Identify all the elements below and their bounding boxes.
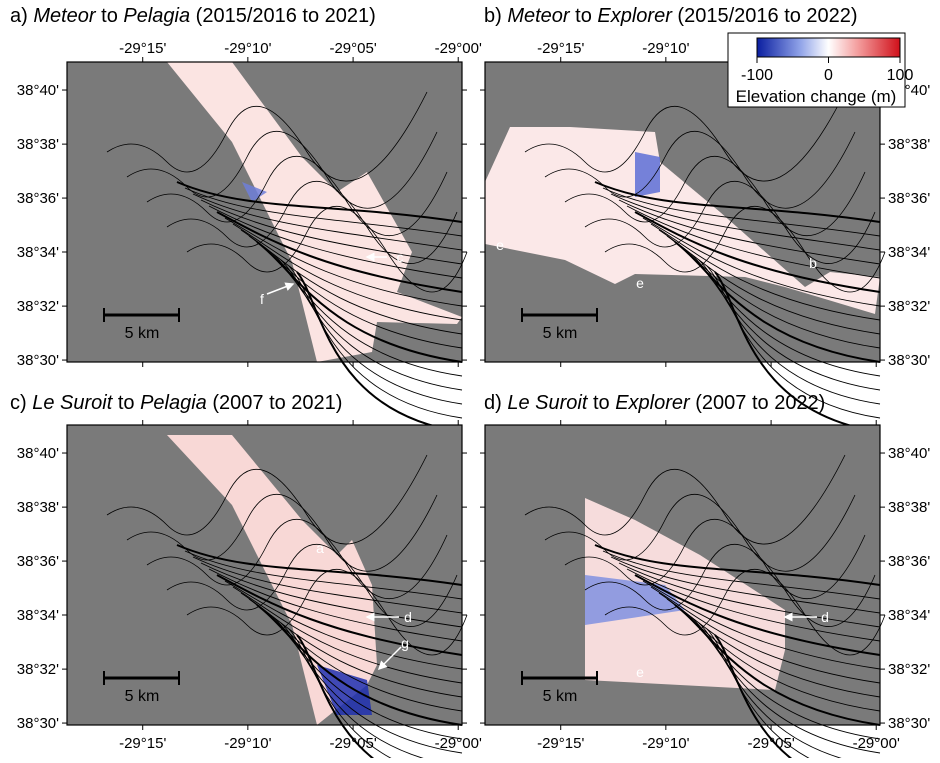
title-part: Le Suroit <box>32 392 113 414</box>
map-background <box>67 425 462 725</box>
change-patch <box>635 152 660 197</box>
lon-tick-label: -29°05' <box>329 735 376 752</box>
lon-tick-label: -29°15' <box>119 735 166 752</box>
scale-bar-label: 5 km <box>543 325 578 342</box>
title-part: (2007 to 2022) <box>690 392 826 414</box>
lat-tick-label: 38°32' <box>888 661 930 678</box>
title-part: to <box>112 392 140 414</box>
lat-tick-label: 38°40' <box>17 445 59 462</box>
scale-bar-label: 5 km <box>543 688 578 705</box>
lat-tick-label: 38°36' <box>888 553 930 570</box>
title-part: Le Suroit <box>507 392 588 414</box>
lat-tick-label: 38°32' <box>888 298 930 315</box>
lat-tick-label: 38°30' <box>888 352 930 369</box>
lon-tick-label: -29°00' <box>853 735 900 752</box>
title-part: Explorer <box>597 5 673 27</box>
lon-tick-label: -29°15' <box>537 735 584 752</box>
lon-tick-label: -29°00' <box>435 40 482 57</box>
lat-tick-label: 38°30' <box>888 715 930 732</box>
feature-label: d <box>404 609 412 625</box>
lat-tick-label: 38°38' <box>888 136 930 153</box>
feature-label: e <box>496 237 504 253</box>
colorbar: -100 0 100 Elevation change (m) <box>728 33 913 107</box>
title-part: to <box>587 392 615 414</box>
title-part: (2007 to 2021) <box>207 392 343 414</box>
feature-label: d <box>821 609 829 625</box>
title-part: to <box>570 5 598 27</box>
lat-tick-label: 38°38' <box>17 136 59 153</box>
panel-title: a) Meteor to Pelagia (2015/2016 to 2021) <box>10 5 376 27</box>
title-part: Meteor <box>33 5 97 27</box>
lon-tick-label: -29°05' <box>329 40 376 57</box>
lat-tick-label: 38°34' <box>17 244 59 261</box>
lat-tick-label: 38°40' <box>17 82 59 99</box>
colorbar-scale <box>757 38 900 57</box>
map-panel: 5 km a dg -29°15' -29°10' -29°05' -29°00' 38°30… <box>17 420 482 758</box>
lat-tick-label: 38°36' <box>17 553 59 570</box>
lon-tick-label: -29°00' <box>435 735 482 752</box>
colorbar-tick-label: -100 <box>741 67 773 84</box>
title-part: to <box>96 5 124 27</box>
lon-tick-label: -29°05' <box>747 735 794 752</box>
feature-label: f <box>260 291 264 307</box>
panel-title: b) Meteor to Explorer (2015/2016 to 2022… <box>484 5 858 27</box>
lat-tick-label: 38°38' <box>888 499 930 516</box>
feature-label: e <box>636 664 644 680</box>
title-part: Meteor <box>507 5 571 27</box>
scale-bar-label: 5 km <box>125 688 160 705</box>
lat-tick-label: 38°36' <box>17 190 59 207</box>
lon-tick-label: -29°10' <box>224 40 271 57</box>
panel-title: d) Le Suroit to Explorer (2007 to 2022) <box>484 392 825 414</box>
colorbar-label: Elevation change (m) <box>736 87 897 106</box>
lat-tick-label: 38°34' <box>888 607 930 624</box>
feature-label: e <box>636 275 644 291</box>
lon-tick-label: -29°15' <box>119 40 166 57</box>
title-part: (2015/2016 to 2022) <box>672 5 858 27</box>
colorbar-tick-label: 100 <box>887 67 914 84</box>
title-part: Pelagia <box>123 5 190 27</box>
title-part: a) <box>10 5 33 27</box>
title-part: (2015/2016 to 2021) <box>190 5 376 27</box>
lon-tick-label: -29°10' <box>642 40 689 57</box>
lat-tick-label: 38°32' <box>17 298 59 315</box>
scale-bar-label: 5 km <box>125 325 160 342</box>
lat-tick-label: 38°30' <box>17 715 59 732</box>
title-part: Explorer <box>615 392 691 414</box>
map-panel: 5 km d e -29°15' -29°10' -29°05' -29°00' 38°30'… <box>480 420 930 758</box>
lat-tick-label: 38°38' <box>17 499 59 516</box>
title-part: c) <box>10 392 32 414</box>
lat-tick-label: 38°34' <box>17 607 59 624</box>
map-panel: 5 km c f -29°15' -29°10' -29°05' -29°00' 38°30'… <box>17 40 482 432</box>
title-part: b) <box>484 5 507 27</box>
panel-title: c) Le Suroit to Pelagia (2007 to 2021) <box>10 392 342 414</box>
lon-tick-label: -29°10' <box>642 735 689 752</box>
title-part: d) <box>484 392 507 414</box>
lon-tick-label: -29°10' <box>224 735 271 752</box>
feature-label: a <box>316 540 324 556</box>
title-part: Pelagia <box>140 392 207 414</box>
lat-tick-label: 38°40' <box>888 445 930 462</box>
lat-tick-label: 38°34' <box>888 244 930 261</box>
lon-tick-label: -29°15' <box>537 40 584 57</box>
feature-label: g <box>401 635 409 651</box>
figure: a) Meteor to Pelagia (2015/2016 to 2021)… <box>0 0 940 758</box>
lat-tick-label: 38°36' <box>888 190 930 207</box>
lat-tick-label: 38°30' <box>17 352 59 369</box>
feature-label: b <box>809 255 817 271</box>
feature-label: c <box>397 249 404 265</box>
colorbar-tick-label: 0 <box>824 67 833 84</box>
lat-tick-label: 38°32' <box>17 661 59 678</box>
